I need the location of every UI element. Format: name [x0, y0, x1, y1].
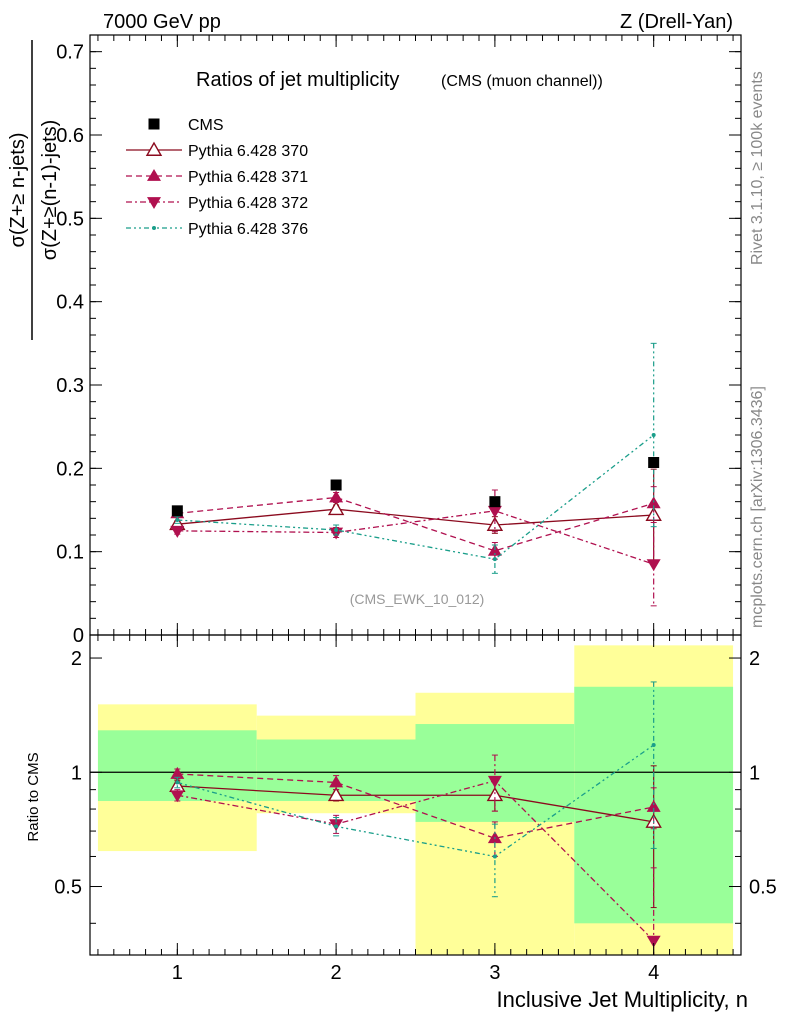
ratio-ytick-label-left-2: 2 — [71, 648, 82, 670]
y-axis-title: σ(Z+≥ n-jets) σ(Z+≥(n-1)-jets) — [7, 40, 61, 340]
main-series-3-line — [177, 510, 654, 565]
main-panel: 0 0.1 0.2 0.3 0.4 0.5 0.6 0.7 — [56, 34, 742, 647]
main-series-1-point-2 — [327, 500, 345, 516]
ratio-ytick-label-right-0: 0.5 — [749, 877, 777, 899]
y-title-denominator: σ(Z+≥(n-1)-jets) — [39, 120, 61, 261]
header-right: Z (Drell-Yan) — [620, 11, 733, 33]
main-ytick-label-3: 0.3 — [56, 375, 84, 397]
cms-point-4 — [648, 457, 660, 468]
main-series-4-point-3 — [492, 557, 497, 562]
xtick-label-3: 4 — [648, 962, 659, 984]
chart-subtitle: (CMS (muon channel)) — [441, 73, 603, 90]
ratio-series-1-line — [177, 773, 654, 839]
legend-marker-2 — [147, 169, 161, 181]
ratio-series-2-point-3 — [487, 775, 502, 788]
legend-label-3: Pythia 6.428 372 — [188, 195, 308, 212]
header-left: 7000 GeV pp — [103, 11, 221, 33]
ratio-series-3-line — [177, 744, 655, 858]
ratio-series-2-point-1 — [170, 790, 185, 803]
main-series-4-point-1 — [175, 518, 180, 522]
legend-marker-3 — [147, 197, 161, 209]
ratio-series-3-point-1 — [175, 780, 180, 785]
main-ytick-label-4: 0.4 — [56, 292, 84, 314]
main-ytick-label-0: 0 — [73, 625, 84, 647]
legend-marker-0 — [148, 118, 160, 130]
ratio-series-3-point-2 — [334, 824, 339, 829]
x-axis-label: Inclusive Jet Multiplicity, n — [497, 987, 748, 1012]
ratio-series-2-line — [177, 780, 655, 942]
legend-marker-1 — [145, 141, 163, 156]
ratio-series-3-point-3 — [492, 854, 497, 859]
ratio-ytick-label-left-1: 1 — [71, 762, 82, 784]
main-ytick-label-5: 0.5 — [56, 208, 84, 230]
xtick-label-2: 3 — [489, 962, 500, 984]
ratio-y-label: Ratio to CMS — [25, 752, 42, 841]
mcplots-label: mcplots.cern.ch [arXiv:1306.3436] — [749, 386, 766, 628]
ratio-series-1-point-2 — [329, 775, 344, 788]
main-series-2-point-2 — [329, 490, 344, 503]
main-series-1-point-3 — [486, 516, 504, 531]
main-ytick-label-1: 0.1 — [56, 542, 84, 564]
legend: CMS Pythia 6.428 370 Pythia 6.428 371 Pythi… — [126, 117, 308, 238]
legend-label-2: Pythia 6.428 371 — [188, 169, 308, 186]
ratio-ytick-label-left-0: 0.5 — [54, 877, 82, 899]
xtick-label-0: 1 — [172, 962, 183, 984]
ratio-ytick-label-right-1: 1 — [749, 762, 760, 784]
main-series-2-line — [177, 496, 654, 552]
ratio-panel: 0.5 0.5 1 1 2 2 1 2 3 4 — [54, 634, 777, 984]
main-ytick-label-7: 0.7 — [56, 42, 84, 64]
ratio-series-3-point-4 — [651, 742, 656, 747]
cms-point-1 — [171, 505, 183, 517]
main-series-4-point-2 — [334, 528, 339, 532]
main-series-3-point-4 — [646, 559, 661, 572]
ratio-series-0-line — [177, 785, 654, 823]
cms-point-3 — [489, 496, 501, 508]
legend-label-4: Pythia 6.428 376 — [188, 221, 308, 238]
rivet-label: Rivet 3.1.10, ≥ 100k events — [749, 71, 766, 265]
ratio-series-0-point-2 — [327, 786, 345, 802]
main-ytick-label-2: 0.2 — [56, 458, 84, 480]
y-title-numerator: σ(Z+≥ n-jets) — [7, 133, 29, 248]
main-series-3-point-3 — [487, 505, 502, 518]
main-series-3-point-1 — [170, 525, 185, 538]
main-series-4-point-4 — [651, 433, 656, 437]
ratio-series-1-point-1 — [170, 766, 185, 779]
legend-label-0: CMS — [188, 117, 224, 134]
legend-label-1: Pythia 6.428 370 — [188, 143, 308, 160]
ratio-ytick-label-right-2: 2 — [749, 648, 760, 670]
ratio-series-2-point-4 — [646, 935, 661, 948]
ratio-series-1-point-4 — [646, 800, 661, 812]
watermark: (CMS_EWK_10_012) — [350, 591, 485, 607]
main-series-1-line — [177, 508, 654, 526]
main-ytick-label-6: 0.6 — [56, 125, 84, 147]
cms-point-2 — [330, 479, 342, 491]
chart-title: Ratios of jet multiplicity — [196, 69, 399, 91]
legend-marker-4 — [152, 226, 156, 230]
xtick-label-1: 2 — [331, 962, 342, 984]
